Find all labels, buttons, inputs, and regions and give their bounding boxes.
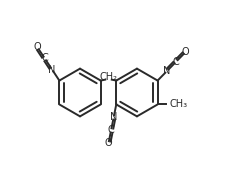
Text: C: C: [42, 53, 48, 63]
Text: O: O: [34, 42, 41, 52]
Text: O: O: [105, 138, 112, 148]
Text: N: N: [48, 65, 56, 75]
Text: N: N: [110, 112, 117, 122]
Text: N: N: [163, 66, 170, 76]
Text: CH₃: CH₃: [170, 99, 188, 110]
Text: C: C: [173, 57, 180, 67]
Text: O: O: [182, 47, 189, 57]
Text: CH₂: CH₂: [100, 72, 117, 82]
Text: C: C: [108, 125, 114, 135]
